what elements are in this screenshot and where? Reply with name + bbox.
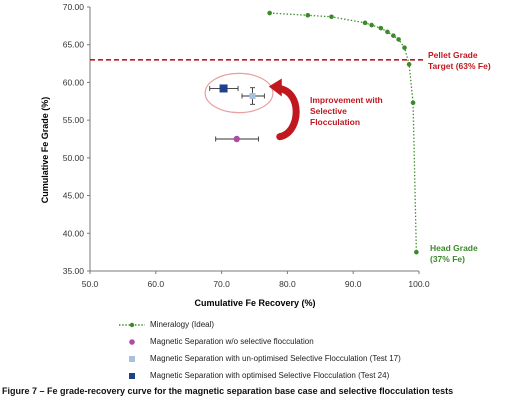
pellet-grade-label-line: Pellet Grade [428, 50, 478, 60]
legend-label: Magnetic Separation with optimised Selec… [150, 371, 390, 380]
legend-label: Magnetic Separation w/o selective floccu… [150, 337, 314, 346]
mineralogy-point [385, 29, 390, 35]
improvement-arrow [275, 84, 300, 141]
legend-item: Mineralogy (Ideal) [118, 316, 518, 333]
legend-label: Mineralogy (Ideal) [150, 320, 215, 329]
y-tick-label: 35.00 [63, 266, 85, 276]
mineralogy-point [378, 25, 384, 31]
tick-labels: 35.00 40.00 45.00 50.00 55.00 60.00 65.00 70.00… [63, 2, 430, 289]
x-tick-label: 50.0 [82, 279, 99, 289]
y-tick-label: 65.00 [63, 40, 85, 50]
legend-item: Magnetic Separation with optimised Selec… [118, 367, 518, 384]
pellet-grade-label: Pellet Grade Target (63% Fe) [428, 50, 491, 71]
y-tick-label: 55.00 [63, 115, 85, 125]
improvement-arrow-head [268, 78, 282, 97]
head-grade-label-line: (37% Fe) [430, 254, 465, 264]
y-tick-label: 45.00 [63, 191, 85, 201]
y-tick-label: 60.00 [63, 77, 85, 87]
legend-swatch-test-17 [129, 355, 135, 362]
highlight-ellipse [204, 72, 274, 114]
mineralogy-point [402, 45, 407, 51]
axes [87, 6, 420, 274]
mineralogy-point [329, 14, 334, 20]
legend-swatch-mineralogy [119, 322, 145, 327]
head-grade-label: Head Grade (37% Fe) [430, 243, 478, 264]
x-tick-label: 90.0 [345, 279, 362, 289]
x-axis-title: Cumulative Fe Recovery (%) [194, 298, 315, 308]
head-grade-label-line: Head Grade [430, 243, 478, 253]
overlay [90, 58, 423, 141]
mineralogy-point [362, 20, 368, 26]
y-tick-label: 50.00 [63, 153, 85, 163]
y-axis-title: Cumulative Fe Grade (%) [40, 97, 50, 204]
no-flocculation-point [233, 135, 240, 143]
legend-label: Magnetic Separation with un-optimised Se… [150, 354, 401, 363]
y-tick-label: 40.00 [63, 228, 85, 238]
figure-caption: Figure 7 – Fe grade-recovery curve for t… [2, 386, 454, 396]
mineralogy-point [305, 12, 311, 18]
legend-item: Magnetic Separation w/o selective floccu… [118, 333, 518, 350]
annotations: Cumulative Fe Grade (%) Cumulative Fe Re… [40, 50, 491, 308]
chart: 35.00 40.00 45.00 50.00 55.00 60.00 65.00 70.00… [40, 2, 491, 308]
mineralogy-point [406, 62, 412, 67]
legend-swatch-no-flocculation [129, 338, 135, 345]
test-17-point [249, 93, 256, 100]
series-layer [209, 10, 419, 255]
mineralogy-point [391, 33, 396, 38]
mineralogy-point [410, 100, 416, 106]
legend: Mineralogy (Ideal) Magnetic Separation w… [118, 316, 518, 384]
pellet-grade-label-line: Target (63% Fe) [428, 61, 491, 71]
x-tick-label: 80.0 [279, 279, 296, 289]
x-tick-label: 100.0 [408, 279, 430, 289]
y-tick-label: 70.00 [63, 2, 85, 12]
legend-item: Magnetic Separation with un-optimised Se… [118, 350, 518, 367]
mineralogy-point [267, 10, 272, 16]
improvement-label: Improvement with Selective Flocculation [310, 95, 383, 127]
x-tick-label: 70.0 [213, 279, 230, 289]
legend-swatch-test-24 [129, 372, 135, 379]
x-tick-label: 60.0 [148, 279, 165, 289]
mineralogy-point [396, 37, 401, 42]
mineralogy-point [414, 249, 419, 255]
improvement-label-line: Selective [310, 106, 347, 116]
mineralogy-point [369, 22, 374, 28]
test-24-point [219, 84, 228, 93]
improvement-label-line: Improvement with [310, 95, 383, 105]
improvement-label-line: Flocculation [310, 117, 360, 127]
